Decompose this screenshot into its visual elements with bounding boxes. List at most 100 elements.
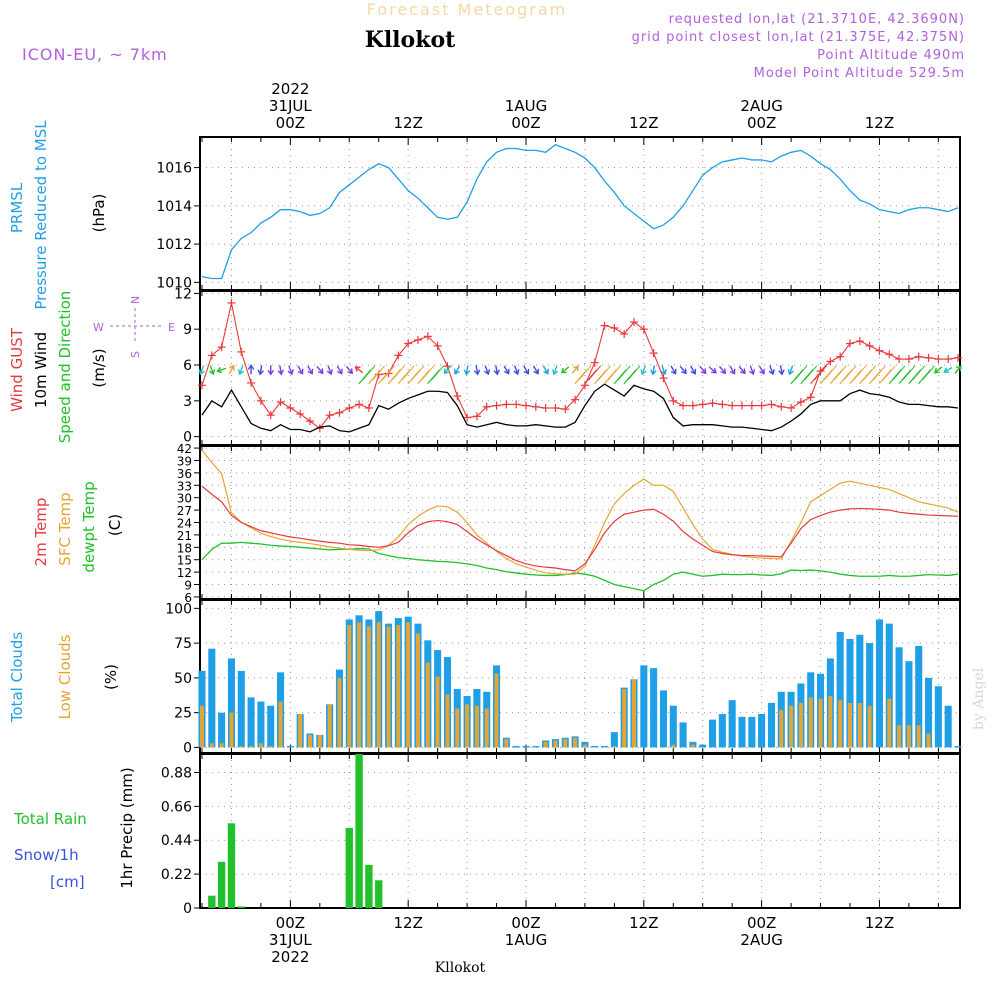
- bottom-time-label: 1AUG: [505, 931, 547, 949]
- rain-bar: [365, 864, 373, 908]
- bottom-time-label: 12Z: [393, 914, 422, 932]
- wind-arrow: [336, 365, 343, 375]
- top-time-label: 00Z: [747, 114, 776, 132]
- y-tick-label: 30: [177, 492, 192, 506]
- compass-rose: N S W E: [93, 296, 175, 358]
- wind-arrow: [316, 365, 324, 375]
- y-tick-label: 21: [177, 529, 192, 543]
- low-cloud-bar: [435, 676, 440, 748]
- panel-side-label: Low Clouds: [56, 634, 74, 719]
- gust-marker: [492, 401, 501, 410]
- gust-marker: [738, 401, 746, 410]
- wind-arrow: [345, 365, 353, 375]
- y-tick-label: 12: [174, 286, 192, 302]
- precip-panel: 0 0.22 0.44 0.66 0.88: [161, 753, 961, 917]
- y-tick-label: 1010: [156, 275, 192, 291]
- panel-frame: [199, 753, 961, 909]
- wind-arrow: [237, 365, 245, 376]
- wind-arrow: [358, 365, 376, 385]
- location-title: Kllokot: [365, 27, 456, 53]
- low-cloud-bar: [249, 746, 254, 748]
- wind-arrow: [738, 365, 746, 375]
- gust-marker: [237, 347, 246, 356]
- total-cloud-bar: [591, 746, 599, 748]
- panel-side-label: Pressure Reduced to MSL: [32, 120, 50, 310]
- gust-marker: [345, 403, 354, 412]
- low-cloud-bar: [906, 725, 911, 748]
- total-cloud-bar: [758, 714, 766, 748]
- gust-marker: [551, 403, 560, 412]
- wind-arrow: [898, 365, 916, 385]
- series-line-sfc-temp: [201, 449, 959, 575]
- gust-marker: [414, 335, 422, 344]
- wind-arrow: [473, 365, 481, 376]
- total-cloud-bar: [925, 677, 933, 748]
- wind-arrow: [368, 365, 386, 385]
- wind-arrow: [387, 365, 405, 385]
- panel-side-label: 1hr Precip (mm): [118, 767, 136, 888]
- total-cloud-bar: [640, 665, 648, 748]
- y-tick-label: 36: [177, 467, 192, 481]
- total-cloud-bar: [875, 619, 883, 748]
- low-cloud-bar: [366, 626, 371, 748]
- total-cloud-bar: [247, 697, 255, 748]
- gust-marker: [355, 400, 364, 409]
- gust-marker: [404, 339, 413, 348]
- low-cloud-bar: [916, 725, 921, 748]
- rain-bar: [345, 827, 353, 908]
- gust-marker: [482, 402, 491, 411]
- low-cloud-bar: [425, 662, 430, 748]
- gust-marker: [296, 409, 305, 418]
- total-cloud-bar: [738, 716, 746, 748]
- gust-marker: [924, 353, 933, 362]
- y-tick-label: 24: [177, 517, 192, 531]
- total-cloud-bar: [659, 690, 667, 748]
- panel-side-label: 2m Temp: [32, 498, 50, 567]
- wind-arrow: [888, 365, 906, 385]
- side-labels: PRMSL Pressure Reduced to MSL (hPa) Wind GU…: [8, 120, 175, 891]
- low-cloud-bar: [278, 701, 283, 748]
- low-cloud-bar: [258, 743, 263, 748]
- wind-arrow: [718, 365, 727, 375]
- rain-bar: [375, 880, 383, 908]
- bottom-time-label: 31JUL: [269, 931, 312, 949]
- rain-bar: [355, 754, 363, 908]
- total-cloud-bar: [954, 746, 962, 748]
- wind-arrow: [513, 365, 520, 376]
- gust-marker: [227, 298, 236, 307]
- total-cloud-bar: [905, 661, 913, 748]
- low-cloud-bar: [484, 708, 489, 748]
- low-cloud-bar: [298, 714, 303, 748]
- requested-coords: requested lon,lat (21.3710E, 42.3690N): [669, 12, 965, 27]
- gust-marker: [433, 341, 442, 350]
- gust-marker: [708, 399, 717, 408]
- low-cloud-bar: [396, 625, 401, 748]
- top-time-label: 1AUG: [505, 97, 547, 115]
- gust-marker: [394, 351, 403, 360]
- low-cloud-bar: [416, 633, 420, 748]
- low-cloud-bar: [867, 705, 872, 748]
- total-cloud-bar: [601, 746, 609, 748]
- low-cloud-bar: [553, 740, 558, 748]
- wind-arrow: [463, 365, 471, 376]
- wind-arrow: [758, 365, 765, 375]
- gridpoint-coords: grid point closest lon,lat (21.375E, 42.…: [632, 30, 965, 45]
- wind-arrow: [397, 365, 415, 385]
- wind-arrow: [574, 365, 592, 385]
- total-cloud-bar: [699, 744, 707, 748]
- gust-marker: [649, 349, 658, 358]
- gust-marker: [610, 324, 619, 333]
- low-cloud-bar: [582, 744, 587, 748]
- gust-marker: [620, 329, 629, 338]
- total-cloud-bar: [679, 722, 687, 748]
- low-cloud-bar: [504, 739, 509, 748]
- series-line-prmsl: [201, 143, 959, 280]
- bottom-time-label: 00Z: [747, 914, 776, 932]
- wind-arrow: [849, 365, 867, 385]
- total-cloud-bar: [286, 746, 294, 748]
- total-cloud-bar: [208, 648, 216, 748]
- total-cloud-bar: [669, 705, 677, 748]
- gust-marker: [747, 401, 756, 410]
- wind-panel: 0 3 6 9 12: [174, 286, 962, 446]
- gust-marker: [590, 358, 599, 367]
